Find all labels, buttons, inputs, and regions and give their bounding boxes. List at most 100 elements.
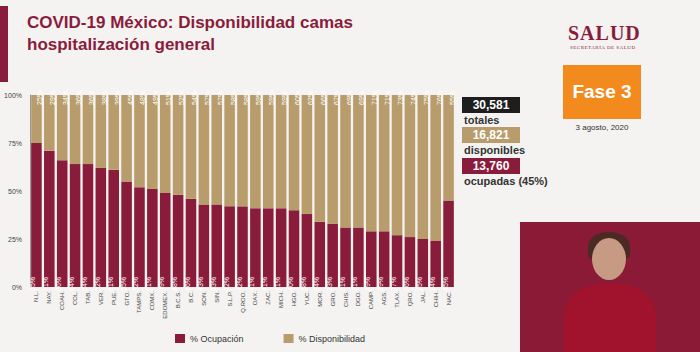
svg-text:TAMPS.: TAMPS.	[136, 291, 142, 313]
svg-text:0%: 0%	[12, 284, 22, 291]
svg-text:66%: 66%	[320, 91, 327, 105]
svg-text:57%: 57%	[204, 91, 211, 105]
svg-text:45%: 45%	[127, 91, 134, 105]
svg-text:50%: 50%	[8, 188, 22, 195]
svg-text:51%: 51%	[165, 91, 172, 105]
svg-text:71%: 71%	[42, 277, 49, 291]
svg-text:CHIS.: CHIS.	[343, 291, 349, 307]
svg-text:58%: 58%	[230, 91, 237, 105]
svg-text:29%: 29%	[364, 277, 371, 291]
svg-text:GRO.: GRO.	[330, 291, 336, 307]
svg-text:29%: 29%	[377, 277, 384, 291]
svg-text:SIN.: SIN.	[214, 291, 220, 303]
svg-text:66%: 66%	[55, 277, 62, 291]
svg-text:NAY.: NAY.	[46, 291, 52, 304]
svg-text:49%: 49%	[152, 91, 159, 105]
svg-text:VER.: VER.	[98, 291, 104, 305]
svg-text:% Disponibilidad: % Disponibilidad	[299, 334, 366, 344]
svg-text:COL.: COL.	[72, 291, 78, 305]
svg-text:64%: 64%	[68, 277, 75, 291]
svg-text:62%: 62%	[94, 277, 101, 291]
svg-text:57%: 57%	[217, 91, 224, 105]
svg-text:YUC.: YUC.	[304, 291, 310, 306]
svg-text:41%: 41%	[248, 277, 255, 291]
svg-text:75%: 75%	[8, 140, 22, 147]
svg-text:38%: 38%	[101, 91, 108, 105]
svg-text:26%: 26%	[403, 277, 410, 291]
svg-text:73%: 73%	[397, 91, 404, 105]
svg-text:TLAX.: TLAX.	[394, 291, 400, 308]
svg-text:42%: 42%	[223, 277, 230, 291]
svg-text:TAB.: TAB.	[85, 291, 91, 304]
svg-text:25%: 25%	[8, 236, 22, 243]
svg-text:62%: 62%	[307, 91, 314, 105]
svg-text:S.L.P.: S.L.P.	[227, 291, 233, 307]
svg-text:QRO.: QRO.	[407, 291, 413, 307]
svg-text:55%: 55%	[120, 277, 127, 291]
svg-text:MOR.: MOR.	[317, 291, 323, 307]
svg-text:33%: 33%	[326, 277, 333, 291]
svg-text:48%: 48%	[171, 277, 178, 291]
svg-text:hospitalización general: hospitalización general	[27, 35, 215, 54]
svg-text:49%: 49%	[158, 277, 165, 291]
svg-text:COVID-19 México: Disponibilida: COVID-19 México: Disponibilidad camas	[27, 13, 358, 32]
svg-text:69%: 69%	[358, 91, 365, 105]
svg-text:25%: 25%	[36, 91, 43, 105]
svg-text:38%: 38%	[300, 277, 307, 291]
svg-text:31%: 31%	[339, 277, 346, 291]
svg-text:43%: 43%	[197, 277, 204, 291]
svg-text:64%: 64%	[81, 277, 88, 291]
svg-text:41%: 41%	[261, 277, 268, 291]
svg-text:48%: 48%	[139, 91, 146, 105]
svg-text:27%: 27%	[390, 277, 397, 291]
svg-text:75%: 75%	[29, 277, 36, 291]
svg-text:COAH.: COAH.	[59, 291, 65, 310]
svg-text:71%: 71%	[371, 91, 378, 105]
svg-text:60%: 60%	[294, 91, 301, 105]
svg-text:OAX.: OAX.	[252, 291, 258, 306]
svg-text:61%: 61%	[107, 277, 114, 291]
svg-text:CAMP.: CAMP.	[368, 291, 374, 310]
svg-text:EDOMEX.: EDOMEX.	[162, 291, 168, 319]
svg-text:25%: 25%	[416, 277, 423, 291]
svg-text:31%: 31%	[351, 277, 358, 291]
svg-text:43%: 43%	[210, 277, 217, 291]
svg-text:41%: 41%	[274, 277, 281, 291]
svg-text:100%: 100%	[4, 92, 22, 99]
svg-text:39%: 39%	[114, 91, 121, 105]
svg-text:CHIH.: CHIH.	[433, 291, 439, 308]
svg-text:GTO.: GTO.	[124, 291, 130, 306]
svg-text:AGS.: AGS.	[381, 291, 387, 306]
svg-text:MICH.: MICH.	[278, 291, 284, 308]
svg-text:29%: 29%	[49, 91, 56, 105]
svg-text:JAL.: JAL.	[420, 291, 426, 303]
svg-text:67%: 67%	[333, 91, 340, 105]
svg-text:CDMX.: CDMX.	[149, 291, 155, 311]
svg-text:B.C.: B.C.	[188, 291, 194, 303]
svg-text:71%: 71%	[384, 91, 391, 105]
svg-text:PUE.: PUE.	[111, 291, 117, 305]
svg-text:59%: 59%	[268, 91, 275, 105]
svg-text:55%: 55%	[449, 91, 456, 105]
svg-text:74%: 74%	[410, 91, 417, 105]
svg-text:% Ocupación: % Ocupación	[190, 334, 244, 344]
svg-text:58%: 58%	[243, 91, 250, 105]
svg-text:69%: 69%	[346, 91, 353, 105]
svg-text:34%: 34%	[313, 277, 320, 291]
svg-text:SON.: SON.	[201, 291, 207, 306]
svg-text:76%: 76%	[436, 91, 443, 105]
svg-text:52%: 52%	[132, 277, 139, 291]
svg-text:DGO.: DGO.	[355, 291, 361, 307]
svg-text:HGO.: HGO.	[291, 291, 297, 307]
svg-text:ZAC.: ZAC.	[265, 291, 271, 305]
svg-text:75%: 75%	[423, 91, 430, 105]
svg-text:36%: 36%	[75, 91, 82, 105]
svg-text:52%: 52%	[178, 91, 185, 105]
svg-text:40%: 40%	[287, 277, 294, 291]
svg-text:51%: 51%	[145, 277, 152, 291]
svg-text:34%: 34%	[62, 91, 69, 105]
svg-text:Q.ROO.: Q.ROO.	[240, 291, 246, 313]
svg-text:NAC.: NAC.	[446, 291, 452, 306]
svg-text:36%: 36%	[88, 91, 95, 105]
svg-text:42%: 42%	[236, 277, 243, 291]
